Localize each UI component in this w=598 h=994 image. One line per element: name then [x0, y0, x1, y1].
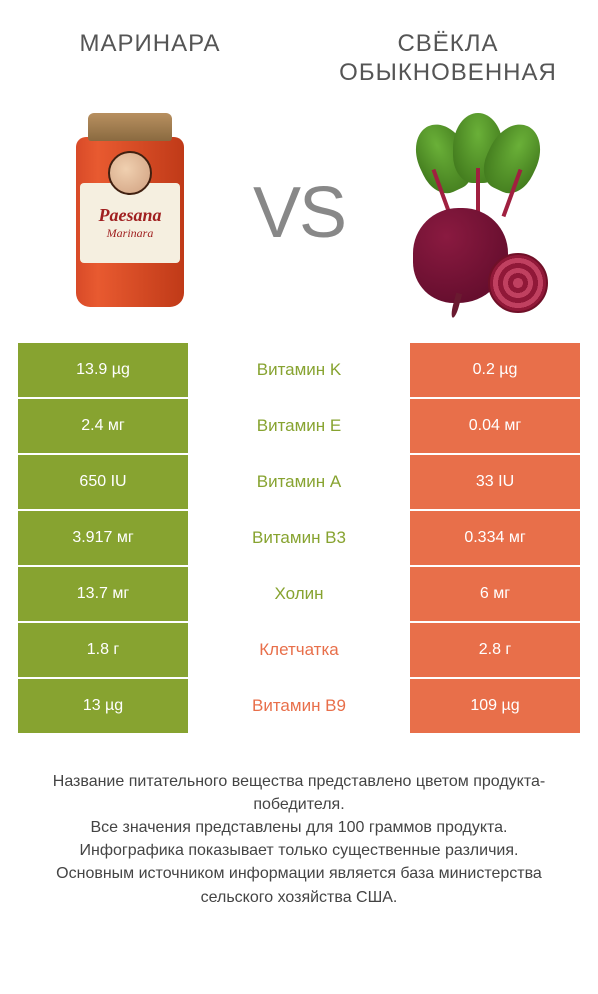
footer-text: Название питательного вещества представл… [0, 735, 598, 909]
footer-line: Все значения представлены для 100 граммо… [25, 816, 573, 839]
header: МАРИНАРА СВЁКЛА ОБЫКНОВЕННАЯ [0, 0, 598, 88]
left-value-cell: 2.4 мг [18, 399, 188, 453]
table-row: 1.8 гКлетчатка2.8 г [18, 623, 580, 677]
nutrient-label: Витамин E [188, 399, 410, 453]
footer-line: Инфографика показывает только существенн… [25, 839, 573, 862]
left-product-image: Paesana Marinara [40, 108, 220, 318]
right-value-cell: 2.8 г [410, 623, 580, 677]
table-row: 13.9 µgВитамин K0.2 µg [18, 343, 580, 397]
left-value-cell: 13.9 µg [18, 343, 188, 397]
jar-sub-text: Marinara [107, 226, 154, 241]
nutrient-label: Клетчатка [188, 623, 410, 677]
nutrient-label: Витамин K [188, 343, 410, 397]
table-row: 650 IUВитамин A33 IU [18, 455, 580, 509]
right-product-title: СВЁКЛА ОБЫКНОВЕННАЯ [318, 30, 578, 88]
comparison-table: 13.9 µgВитамин K0.2 µg2.4 мгВитамин E0.0… [0, 343, 598, 733]
table-row: 13 µgВитамин B9109 µg [18, 679, 580, 733]
right-value-cell: 6 мг [410, 567, 580, 621]
vs-label: VS [253, 172, 345, 254]
left-product-title: МАРИНАРА [20, 30, 280, 58]
right-value-cell: 33 IU [410, 455, 580, 509]
left-value-cell: 650 IU [18, 455, 188, 509]
left-value-cell: 1.8 г [18, 623, 188, 677]
right-value-cell: 0.334 мг [410, 511, 580, 565]
left-value-cell: 13.7 мг [18, 567, 188, 621]
left-value-cell: 13 µg [18, 679, 188, 733]
table-row: 3.917 мгВитамин B30.334 мг [18, 511, 580, 565]
right-value-cell: 0.2 µg [410, 343, 580, 397]
jar-icon: Paesana Marinara [70, 113, 190, 313]
right-value-cell: 109 µg [410, 679, 580, 733]
nutrient-label: Витамин A [188, 455, 410, 509]
nutrient-label: Витамин B3 [188, 511, 410, 565]
footer-line: Основным источником информации является … [25, 862, 573, 908]
right-value-cell: 0.04 мг [410, 399, 580, 453]
table-row: 2.4 мгВитамин E0.04 мг [18, 399, 580, 453]
right-product-image [378, 108, 558, 318]
footer-line: Название питательного вещества представл… [25, 770, 573, 816]
left-value-cell: 3.917 мг [18, 511, 188, 565]
table-row: 13.7 мгХолин6 мг [18, 567, 580, 621]
jar-brand-text: Paesana [99, 205, 162, 226]
images-row: Paesana Marinara VS [0, 88, 598, 343]
nutrient-label: Витамин B9 [188, 679, 410, 733]
beet-icon [378, 113, 558, 313]
nutrient-label: Холин [188, 567, 410, 621]
